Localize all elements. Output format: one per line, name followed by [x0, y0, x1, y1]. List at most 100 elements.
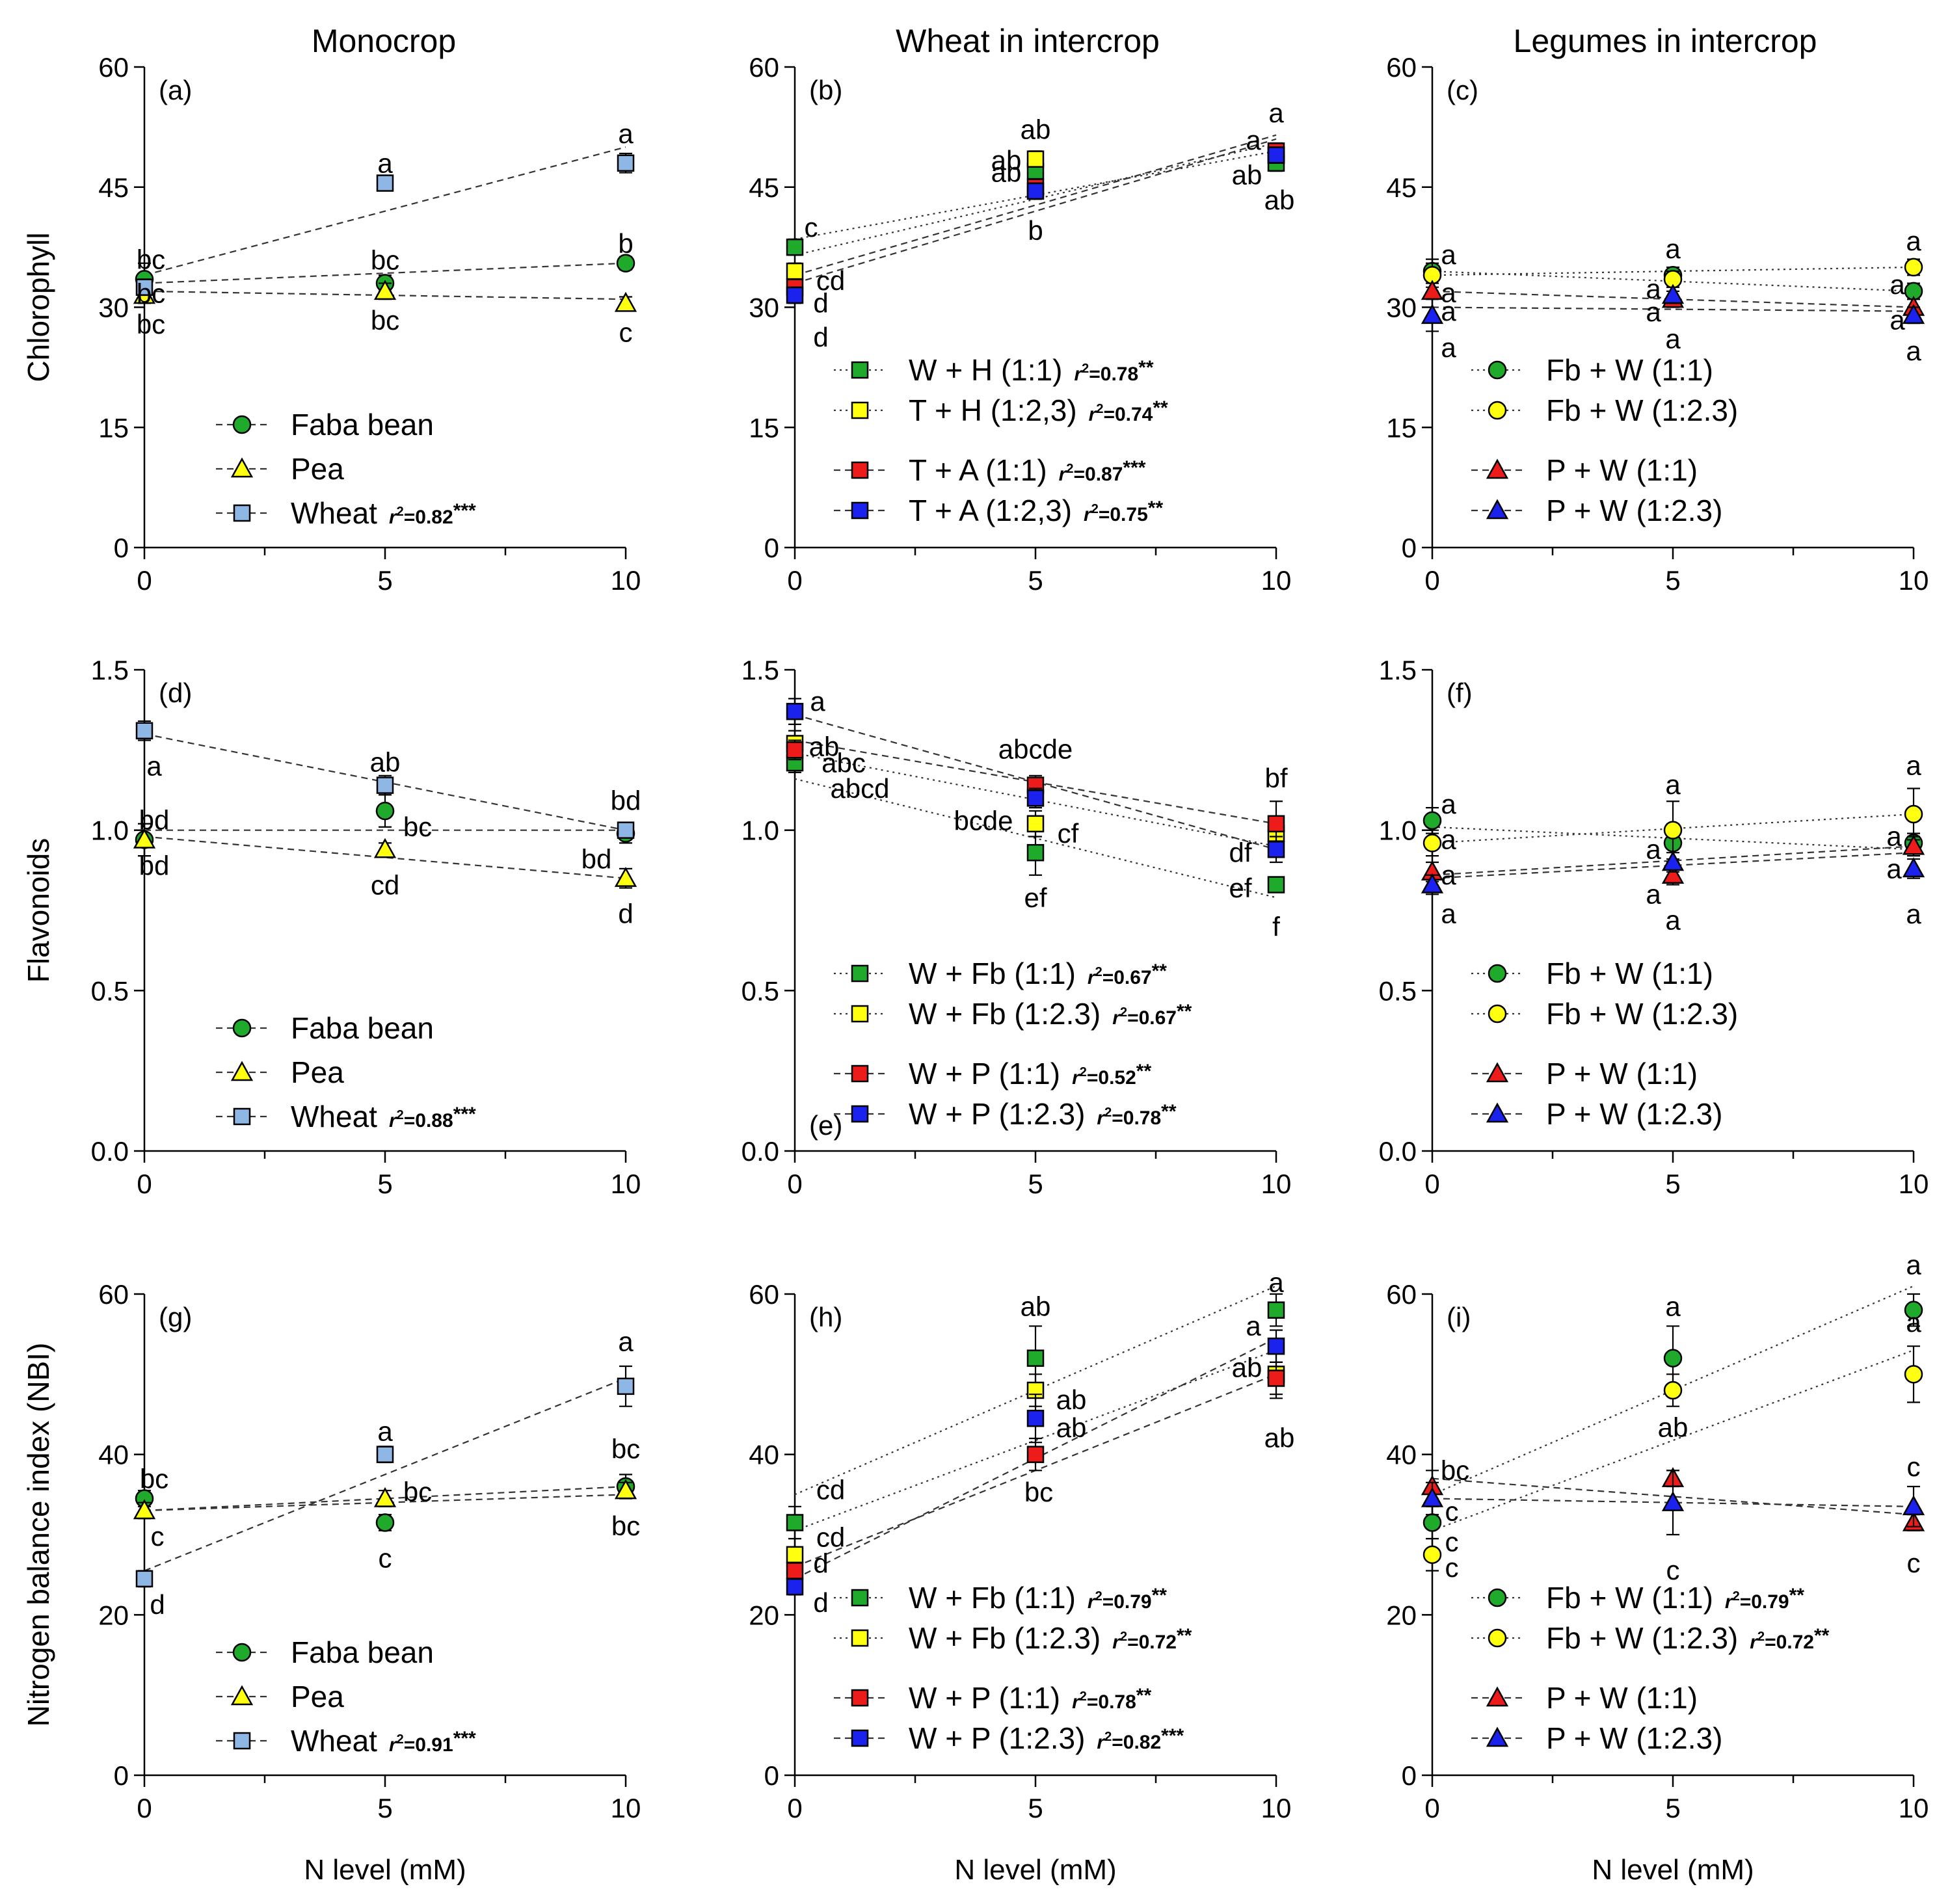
data-point-pea [373, 838, 397, 858]
x-tick-label: 10 [611, 565, 641, 596]
y-tick-label: 60 [1386, 52, 1417, 83]
significance-letter: cd [816, 1522, 845, 1553]
legend-r2: r2=0.78** [1097, 1101, 1176, 1129]
significance-letter: bc [137, 309, 165, 339]
legend: Faba bean Pea Wheat r2=0.82*** [216, 408, 476, 530]
legend-r2: r2=0.74** [1089, 397, 1168, 425]
data-point-t-a-1-2-3 [1026, 182, 1045, 200]
data-point-w-p-1-2-3 [1267, 1337, 1285, 1355]
data-point-w-p-1-1 [786, 1562, 804, 1580]
panel-label: (a) [159, 75, 192, 105]
significance-letter: a [1906, 226, 1921, 256]
data-point-fb-w-1-2-3 [1904, 1365, 1923, 1384]
y-tick-label: 60 [749, 1279, 779, 1310]
data-point-pea [133, 1499, 156, 1520]
significance-letter: c [1666, 1555, 1680, 1585]
significance-letter: cf [1058, 818, 1079, 849]
x-tick-label: 5 [377, 565, 392, 596]
data-point-w-p-1-1 [1267, 1369, 1285, 1387]
legend-marker-fb-w-1-2-3 [1488, 1004, 1507, 1024]
fit-line-t-a-1-2-3 [794, 138, 1277, 284]
panel-label: (h) [809, 1302, 842, 1332]
significance-letter: ab [370, 747, 401, 778]
y-tick-label: 0 [1402, 533, 1417, 563]
x-tick-label: 0 [1424, 1793, 1439, 1823]
data-point-wheat [135, 722, 154, 739]
fit-line-w-fb-1-1 [794, 778, 1277, 899]
legend-marker-w-p-1-1 [851, 1064, 869, 1083]
data-point-p-w-1-1 [1902, 834, 1925, 855]
x-tick-label: 10 [1261, 1793, 1292, 1823]
legend-marker-p-w-1-1 [1486, 458, 1509, 479]
significance-letter: d [618, 899, 633, 929]
legend-r2: r2=0.79** [1725, 1585, 1804, 1613]
data-point-p-w-1-2-3 [1902, 857, 1925, 878]
y-axis-label: Chlorophyll [21, 232, 55, 382]
significance-letter: a [1646, 273, 1661, 304]
data-point-t-a-1-2-3 [1267, 146, 1285, 164]
significance-letter: a [1441, 296, 1456, 326]
legend-r2: r2=0.91*** [389, 1728, 476, 1756]
data-point-wheat [376, 1446, 394, 1463]
significance-letter: a [1665, 1291, 1681, 1321]
fit-line-p-w-1-2-3 [1432, 1498, 1914, 1507]
legend-marker-w-fb-1-2-3 [851, 1629, 869, 1647]
fit-line-pea [144, 290, 626, 300]
fit-line-p-w-1-2-3 [1432, 306, 1914, 312]
y-tick-label: 20 [98, 1600, 129, 1630]
legend-r2: r2=0.82*** [389, 500, 476, 528]
significance-letter: a [1246, 125, 1261, 155]
data-point-t-h-1-2-3 [1026, 150, 1045, 168]
data-point-p-w-1-1 [1661, 864, 1685, 884]
data-point-w-h-1-1 [786, 238, 804, 256]
x-tick-label: 5 [377, 1793, 392, 1823]
data-point-wheat [135, 1570, 154, 1588]
data-point-faba-bean [375, 1513, 395, 1532]
y-tick-label: 1.5 [1379, 655, 1417, 685]
y-tick-label: 40 [1386, 1440, 1417, 1470]
x-tick-label: 5 [1028, 1169, 1043, 1199]
significance-letter: a [377, 148, 393, 179]
data-point-fb-w-1-1 [1422, 1513, 1442, 1532]
legend-label: Pea [291, 1055, 344, 1089]
legend: Faba bean Pea Wheat r2=0.88*** [216, 1011, 476, 1133]
significance-letter: ab [1264, 185, 1295, 215]
data-point-pea [614, 1479, 637, 1500]
data-point-p-w-1-2-3 [1661, 1491, 1685, 1511]
legend-label: Pea [291, 1680, 344, 1713]
data-point-pea [614, 867, 637, 887]
data-point-fb-w-1-2-3 [1904, 258, 1923, 277]
legend-r2: r2=0.52** [1072, 1061, 1151, 1089]
y-tick-label: 0.5 [1379, 975, 1417, 1006]
x-tick-label: 5 [1028, 565, 1043, 596]
y-tick-label: 15 [1386, 412, 1417, 443]
data-point-wheat [376, 174, 394, 192]
y-tick-label: 60 [1386, 1279, 1417, 1310]
y-tick-label: 1.0 [91, 815, 129, 846]
legend-label: Fb + W (1:1) [1546, 1581, 1713, 1615]
y-tick-label: 1.5 [741, 655, 779, 685]
legend-label: Fb + W (1:2.3) [1546, 1621, 1738, 1655]
data-point-w-p-1-2-3 [786, 1578, 804, 1596]
significance-letter: bd [139, 850, 170, 880]
x-tick-label: 10 [611, 1169, 641, 1199]
significance-letter: d [813, 1548, 828, 1578]
fit-line-faba-bean [144, 262, 626, 284]
significance-letter: bc [137, 278, 165, 309]
legend-label: W + P (1:2.3) [909, 1097, 1085, 1131]
significance-letter: bc [1441, 1455, 1469, 1485]
legend-r2: r2=0.87*** [1059, 457, 1146, 485]
y-tick-label: 30 [98, 293, 129, 323]
legend-label: W + P (1:2.3) [909, 1721, 1085, 1755]
data-point-w-fb-1-1 [786, 1514, 804, 1531]
data-point-p-w-1-2-3 [1421, 1487, 1444, 1507]
legend-marker-fb-w-1-1 [1488, 964, 1507, 983]
y-tick-label: 15 [98, 412, 129, 443]
data-point-fb-w-1-2-3 [1422, 834, 1442, 853]
legend-r2: r2=0.78** [1074, 357, 1153, 385]
data-point-w-p-1-2-3 [1267, 841, 1285, 858]
